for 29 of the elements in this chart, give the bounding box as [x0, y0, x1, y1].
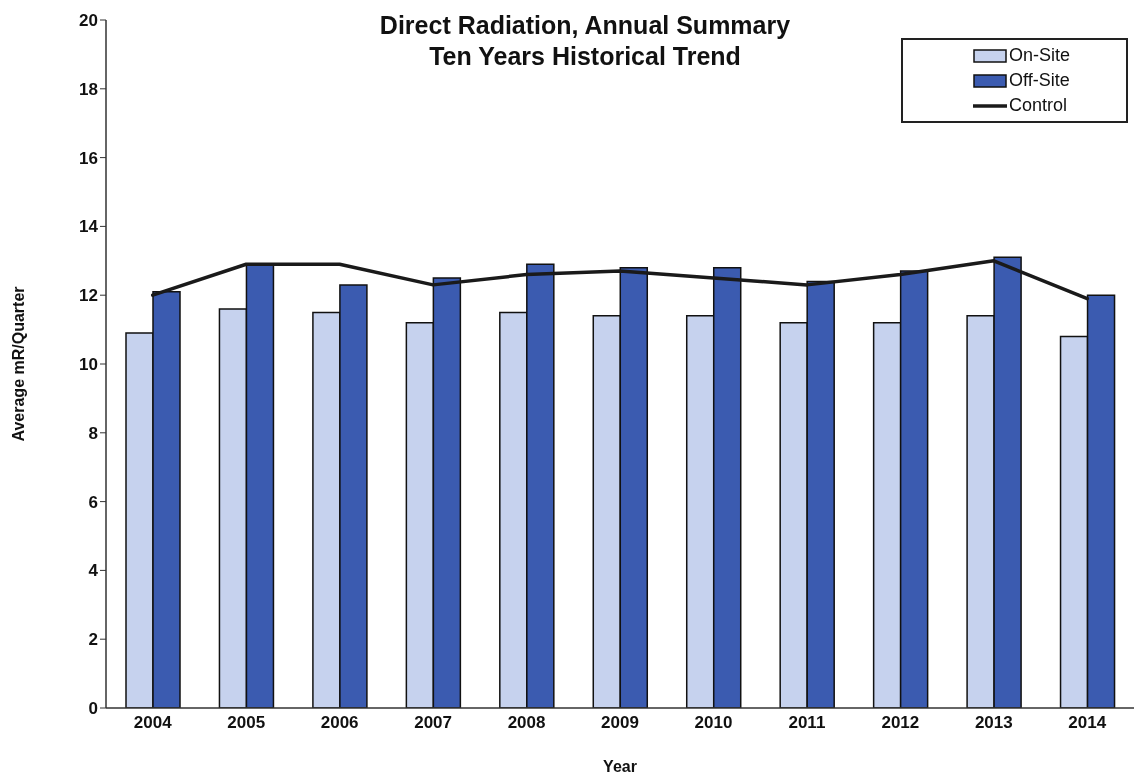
x-tick-label: 2010 [694, 713, 733, 733]
chart-title: Direct Radiation, Annual Summary [378, 10, 792, 41]
y-axis-title: Average mR/Quarter [9, 286, 27, 442]
x-tick-label: 2006 [320, 713, 359, 733]
y-tick-label: 8 [88, 423, 98, 443]
x-tick-label: 2005 [227, 713, 266, 733]
legend-label: Off-Site [1008, 70, 1070, 91]
y-tick-label: 4 [88, 561, 99, 581]
legend-label: Control [1008, 95, 1067, 116]
x-tick-label: 2013 [974, 713, 1013, 733]
x-tick-label: 2007 [414, 713, 452, 733]
text: Ten Years Historical Trend [428, 41, 742, 72]
y-tick-label: 20 [79, 11, 98, 31]
legend-label: On-Site [1008, 45, 1070, 66]
y-tick-label: 18 [79, 79, 98, 99]
y-tick-label: 16 [79, 148, 98, 168]
x-tick-label: 2009 [601, 713, 639, 733]
x-tick-label: 2008 [507, 713, 546, 733]
y-tick-label: 14 [79, 217, 99, 237]
x-tick-label: 2011 [788, 713, 826, 733]
x-tick-label: 2012 [881, 713, 920, 733]
y-tick-label: 6 [88, 492, 98, 512]
y-tick-label: 12 [79, 286, 98, 306]
x-axis-title: Year [603, 758, 637, 772]
x-tick-label: 2004 [133, 713, 173, 733]
y-tick-label: 2 [88, 630, 98, 650]
y-tick-label: 10 [79, 355, 98, 375]
y-tick-label: 0 [88, 699, 98, 719]
x-tick-label: 2014 [1068, 713, 1107, 733]
